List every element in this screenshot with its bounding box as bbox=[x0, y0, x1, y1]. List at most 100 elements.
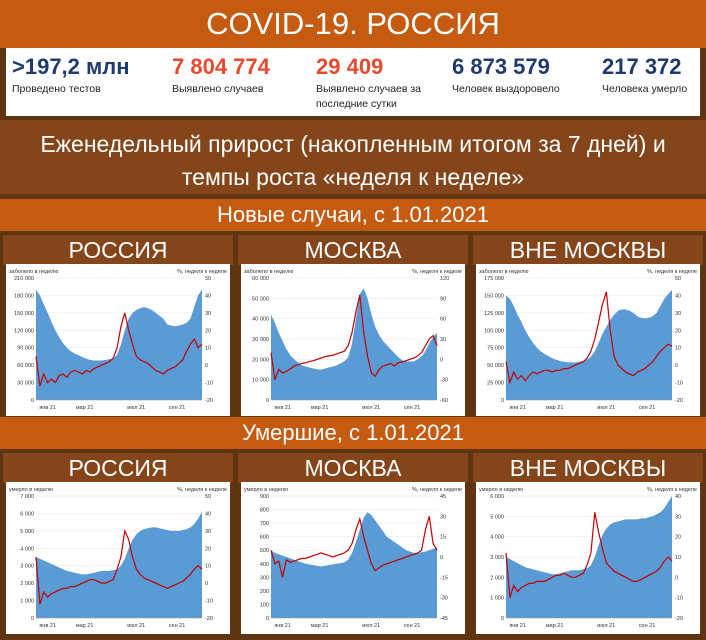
tick-label-right: 30 bbox=[440, 337, 446, 343]
tick-label-x: сен 21 bbox=[639, 405, 656, 411]
stat-label: Человека умерло bbox=[602, 83, 688, 95]
tick-label-left: 1 000 bbox=[20, 599, 34, 605]
stat-recovered: 6 873 579 Человек выздоровело bbox=[452, 52, 592, 97]
stat-cases-day: 29 409 Выявлено случаев за последние сут… bbox=[316, 52, 436, 112]
tick-label-left: 3 000 bbox=[20, 564, 34, 570]
tick-label-left: 0 bbox=[31, 616, 34, 622]
stat-value: 7 804 774 bbox=[172, 54, 270, 79]
section-deaths-title: Умершие, с 1.01.2021 bbox=[0, 417, 706, 449]
section-cases-title: Новые случаи, с 1.01.2021 bbox=[0, 199, 706, 231]
ylabel-right: %, неделя к неделе bbox=[647, 269, 697, 275]
tick-label-left: 0 bbox=[501, 398, 504, 404]
tick-label-x: янв 21 bbox=[39, 405, 56, 411]
tick-label-right: 30 bbox=[205, 311, 211, 317]
tick-label-left: 100 000 bbox=[484, 328, 504, 334]
tick-label-right: -20 bbox=[675, 616, 683, 622]
column-title-moscow-deaths: МОСКВА bbox=[238, 453, 468, 483]
tick-label-right: 20 bbox=[675, 328, 681, 334]
tick-label-left: 60 000 bbox=[17, 363, 34, 369]
tick-label-right: 0 bbox=[675, 575, 678, 581]
tick-label-left: 2 000 bbox=[490, 575, 504, 581]
tick-label-x: янв 21 bbox=[274, 623, 291, 629]
tick-label-right: 40 bbox=[675, 293, 681, 299]
tick-label-left: 0 bbox=[31, 398, 34, 404]
tick-label-left: 210 000 bbox=[14, 276, 34, 282]
tick-label-x: сен 21 bbox=[404, 405, 421, 411]
tick-label-x: июл 21 bbox=[127, 405, 145, 411]
tick-label-right: 10 bbox=[205, 564, 211, 570]
tick-label-right: 40 bbox=[675, 494, 681, 500]
stat-label: Выявлено случаев за последние сутки bbox=[316, 83, 422, 110]
tick-label-left: 25 000 bbox=[487, 381, 504, 387]
ylabel-left: заболело в неделю bbox=[479, 269, 528, 275]
chart-cases-moscow: заболело в неделю %, неделя к неделе 0 10 0… bbox=[241, 264, 465, 416]
tick-label-right: 30 bbox=[440, 514, 446, 520]
tick-label-right: 40 bbox=[205, 293, 211, 299]
tick-label-left: 175 000 bbox=[484, 276, 504, 282]
tick-label-right: -10 bbox=[205, 599, 213, 605]
tick-label-right: 10 bbox=[675, 555, 681, 561]
tick-label-left: 10 000 bbox=[252, 378, 269, 384]
tick-label-x: сен 21 bbox=[169, 405, 186, 411]
tick-label-left: 150 000 bbox=[484, 293, 504, 299]
chart-deaths-russia: умерло в неделю %, неделя к неделе 0 1 000 2… bbox=[6, 482, 230, 634]
column-title-russia: РОССИЯ bbox=[3, 235, 233, 265]
series-area bbox=[36, 289, 202, 400]
ylabel-right: %, неделя к неделе bbox=[177, 269, 227, 275]
tick-label-left: 5 000 bbox=[490, 514, 504, 520]
series-line bbox=[35, 528, 203, 605]
tick-label-x: мар 21 bbox=[76, 623, 94, 629]
ylabel-right: %, неделя к неделе bbox=[412, 269, 462, 275]
stat-value: 6 873 579 bbox=[452, 54, 550, 79]
series-area bbox=[36, 511, 202, 618]
tick-label-right: 20 bbox=[675, 535, 681, 541]
tick-label-right: 120 bbox=[440, 276, 449, 282]
tick-label-left: 300 bbox=[260, 575, 269, 581]
chart-deaths-outside: умерло в неделю %, неделя к неделе 0 1 000 2… bbox=[476, 482, 700, 634]
ylabel-right: %, неделя к неделе bbox=[177, 487, 227, 493]
tick-label-right: 20 bbox=[205, 328, 211, 334]
tick-label-right: 60 bbox=[440, 317, 446, 323]
tick-label-right: 10 bbox=[675, 346, 681, 352]
tick-label-x: мар 21 bbox=[311, 623, 329, 629]
chart-deaths-moscow: умерло в неделю %, неделя к неделе 0 100 200… bbox=[241, 482, 465, 634]
tick-label-left: 90 000 bbox=[17, 346, 34, 352]
tick-label-left: 100 bbox=[260, 602, 269, 608]
tick-label-x: июл 21 bbox=[597, 405, 615, 411]
chart-svg: заболело в неделю %, неделя к неделе 0 30 0… bbox=[9, 269, 227, 411]
chart-svg: заболело в неделю %, неделя к неделе 0 25 0… bbox=[479, 269, 697, 411]
tick-label-right: -20 bbox=[675, 398, 683, 404]
stat-label: Человек выздоровело bbox=[452, 83, 560, 95]
chart-cases-russia: заболело в неделю %, неделя к неделе 0 30 0… bbox=[6, 264, 230, 416]
chart-svg: умерло в неделю %, неделя к неделе 0 1 000 2… bbox=[9, 487, 227, 629]
column-title-outside: ВНЕ МОСКВЫ bbox=[473, 235, 703, 265]
chart-svg: заболело в неделю %, неделя к неделе 0 10 0… bbox=[244, 269, 462, 411]
tick-label-right: -10 bbox=[675, 596, 683, 602]
ylabel-right: %, неделя к неделе bbox=[412, 487, 462, 493]
tick-label-right: 30 bbox=[675, 514, 681, 520]
tick-label-right: 90 bbox=[440, 296, 446, 302]
tick-label-x: мар 21 bbox=[546, 405, 564, 411]
headline-text: Еженедельный прирост (накопленным итогом… bbox=[40, 131, 666, 190]
tick-label-left: 60 000 bbox=[252, 276, 269, 282]
tick-label-left: 30 000 bbox=[17, 381, 34, 387]
tick-label-left: 75 000 bbox=[487, 346, 504, 352]
tick-label-right: -20 bbox=[205, 398, 213, 404]
tick-label-x: мар 21 bbox=[76, 405, 94, 411]
tick-label-left: 150 000 bbox=[14, 311, 34, 317]
tick-label-left: 20 000 bbox=[252, 357, 269, 363]
stat-tests: >197,2 млн Проведено тестов bbox=[12, 52, 152, 97]
tick-label-x: янв 21 bbox=[39, 623, 56, 629]
tick-label-left: 120 000 bbox=[14, 328, 34, 334]
tick-label-right: 50 bbox=[205, 494, 211, 500]
tick-label-right: 40 bbox=[205, 511, 211, 517]
tick-label-right: 0 bbox=[675, 363, 678, 369]
tick-label-right: -10 bbox=[675, 381, 683, 387]
stat-deaths: 217 372 Человека умерло bbox=[602, 52, 700, 97]
tick-label-right: 30 bbox=[675, 311, 681, 317]
column-title-outside-deaths: ВНЕ МОСКВЫ bbox=[473, 453, 703, 483]
column-title-moscow: МОСКВА bbox=[238, 235, 468, 265]
tick-label-left: 6 000 bbox=[20, 511, 34, 517]
ylabel-left: заболело в неделю bbox=[9, 269, 58, 275]
tick-label-left: 400 bbox=[260, 562, 269, 568]
